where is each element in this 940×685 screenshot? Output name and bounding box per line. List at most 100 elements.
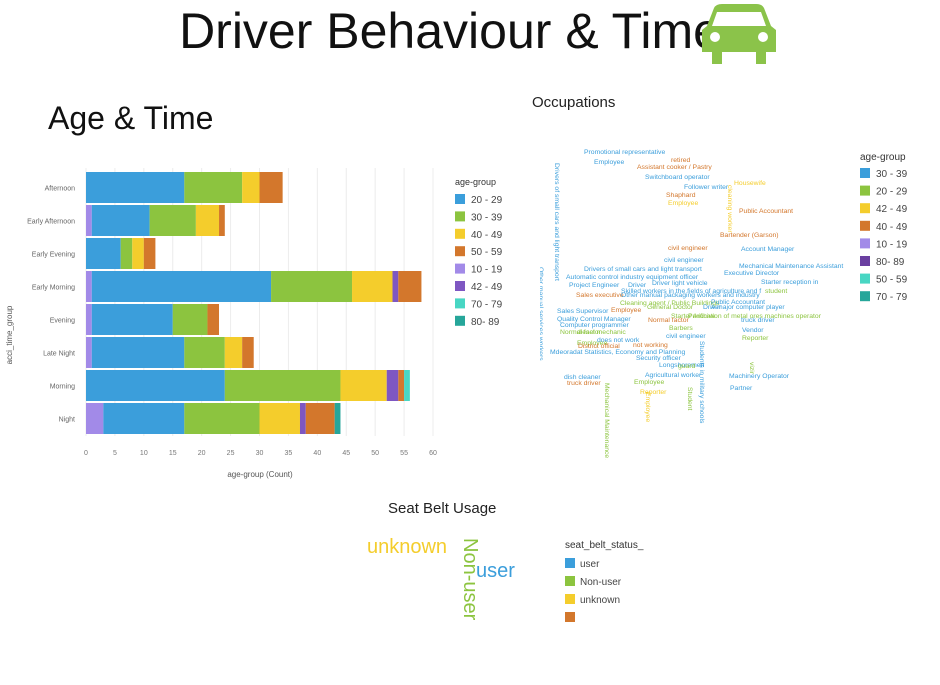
legend-label: 30 - 39 bbox=[876, 169, 908, 180]
word-occupation: Employee bbox=[611, 307, 641, 314]
legend-title: age-group bbox=[455, 177, 496, 187]
bar-segment bbox=[404, 370, 410, 401]
bar-segment bbox=[86, 403, 104, 434]
legend-swatch bbox=[860, 273, 870, 284]
word-occupation: Employee bbox=[644, 392, 651, 422]
word-occupation: Other manual services workers bbox=[540, 267, 544, 361]
bar-segment bbox=[184, 337, 225, 368]
legend-label: 80- 89 bbox=[471, 317, 500, 328]
word-occupation: Assistant cooker / Pastry bbox=[637, 164, 712, 171]
word-occupation: Mdeoradat Statistics, Economy and Planni… bbox=[550, 349, 685, 356]
word-occupation: Purification of metal ores machines oper… bbox=[688, 313, 822, 320]
legend-swatch bbox=[860, 203, 870, 214]
bar-segment bbox=[172, 304, 208, 335]
legend-label: 50 - 59 bbox=[471, 247, 503, 258]
bar-segment bbox=[86, 271, 92, 302]
y-tick-label: Morning bbox=[50, 384, 75, 391]
word-occupation: Bartender (Garson) bbox=[720, 232, 779, 239]
y-tick-label: Early Evening bbox=[32, 252, 75, 259]
word-occupation: Security officer bbox=[636, 355, 682, 362]
word-occupation: Starter Archive bbox=[671, 313, 716, 320]
bar-segment bbox=[224, 370, 341, 401]
x-tick-label: 40 bbox=[313, 450, 321, 457]
word-occupation: Driver bbox=[628, 282, 647, 289]
word-occupation: does not work bbox=[597, 337, 640, 344]
legend-swatch bbox=[860, 238, 870, 249]
legend-swatch bbox=[455, 281, 465, 291]
legend-swatch bbox=[860, 185, 870, 196]
legend-swatch bbox=[860, 256, 870, 266]
word-occupation: Students in military schools bbox=[698, 341, 705, 424]
x-tick-label: 25 bbox=[227, 450, 235, 457]
bar-segment bbox=[195, 205, 220, 236]
legend-label: 20 - 29 bbox=[876, 187, 908, 198]
bar-segment bbox=[334, 403, 341, 434]
word-occupation: Switchboard operator bbox=[645, 174, 710, 181]
x-tick-label: 45 bbox=[342, 450, 350, 457]
word-occupation: civil engineer bbox=[664, 257, 704, 264]
word-occupation: Starter reception in bbox=[761, 279, 819, 286]
legend-title: age-group bbox=[860, 152, 906, 163]
word-occupation: Account Manager bbox=[741, 246, 795, 253]
legend-title: seat_belt_status_ bbox=[565, 540, 644, 551]
bar-segment bbox=[398, 370, 405, 401]
bar-segment bbox=[184, 172, 243, 203]
bar-segment bbox=[86, 337, 92, 368]
x-tick-label: 5 bbox=[113, 450, 117, 457]
word-occupation: Computer programmer bbox=[560, 322, 629, 329]
bar-segment bbox=[91, 271, 272, 302]
legend-label: unknown bbox=[580, 595, 620, 606]
word-occupation: Quality Control Manager bbox=[557, 316, 631, 323]
legend-label: user bbox=[580, 559, 600, 570]
word-occupation: Promotional representative bbox=[584, 149, 665, 156]
bar-segment bbox=[219, 205, 225, 236]
legend-swatch bbox=[455, 211, 465, 222]
word-occupation: retired bbox=[671, 157, 690, 164]
word-occupation: Shaphard bbox=[666, 192, 696, 199]
bar-segment bbox=[259, 172, 283, 203]
bar-segment bbox=[86, 205, 92, 236]
bar-segment bbox=[132, 238, 144, 269]
legend-swatch bbox=[565, 558, 575, 568]
bar-segment bbox=[143, 238, 156, 269]
word-occupation: Driver bbox=[703, 304, 722, 311]
x-tick-label: 35 bbox=[285, 450, 293, 457]
word-occupation: Housewife bbox=[734, 180, 766, 187]
word-occupation: Vendor bbox=[742, 327, 764, 334]
word-occupation: diesel mechanic bbox=[577, 329, 626, 336]
word-occupation: Driver light vehicle bbox=[652, 280, 708, 287]
bar-segment bbox=[299, 403, 306, 434]
word-seat-belt: user bbox=[476, 560, 515, 582]
bar-segment bbox=[392, 271, 399, 302]
bar-segment bbox=[224, 337, 243, 368]
y-tick-label: Late Night bbox=[43, 351, 75, 358]
word-occupation: Other manual packaging workers and indus… bbox=[621, 292, 760, 299]
word-occupation: cleaning worker bbox=[726, 185, 733, 233]
car-icon bbox=[702, 4, 776, 64]
word-seat-belt: Non-user bbox=[459, 538, 481, 621]
word-occupation: Project Engineer bbox=[569, 282, 620, 289]
y-tick-label: Evening bbox=[50, 318, 75, 325]
legend-label: Non-user bbox=[580, 577, 622, 588]
word-occupation: Drivers of small cars and light transpor… bbox=[553, 163, 560, 281]
y-tick-label: Afternoon bbox=[45, 186, 75, 193]
legend-swatch bbox=[565, 594, 575, 604]
word-occupation: Cleaning agent / Public Buildings bbox=[620, 300, 720, 307]
word-occupation: Employee bbox=[634, 379, 664, 386]
y-axis-label: acci_time_group bbox=[5, 305, 14, 364]
legend-label: 30 - 39 bbox=[471, 212, 503, 223]
bar-segment bbox=[86, 238, 121, 269]
word-occupation: guard bbox=[678, 363, 696, 370]
legend-swatch bbox=[455, 228, 465, 239]
bar-segment bbox=[149, 205, 196, 236]
x-tick-label: 60 bbox=[429, 450, 437, 457]
word-seat-belt: unknown bbox=[367, 536, 447, 558]
bar-segment bbox=[340, 370, 387, 401]
word-occupation: Sales Supervisor bbox=[557, 308, 609, 315]
legend-swatch bbox=[565, 576, 575, 586]
x-tick-label: 55 bbox=[400, 450, 408, 457]
y-tick-label: Early Morning bbox=[32, 285, 75, 292]
word-occupation: Reporter bbox=[640, 389, 667, 396]
page-title: Driver Behaviour & Time bbox=[179, 3, 721, 59]
